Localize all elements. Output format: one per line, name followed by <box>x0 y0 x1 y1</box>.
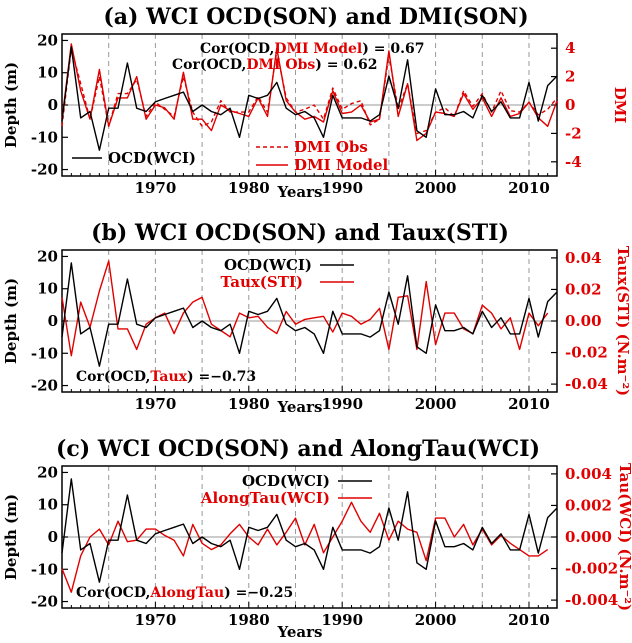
left-tick-label: -10 <box>31 560 58 578</box>
panel-c: (c) WCI OCD(SON) and AlongTau(WCI) -20 -1… <box>2 436 632 641</box>
right-tick-label: -0.04 <box>565 375 608 393</box>
panel-a-left-ticks: -20 -10 0 10 20 <box>31 31 68 179</box>
panel-a-ylabel-right: DMI <box>611 87 629 124</box>
left-tick-label: -10 <box>31 128 58 146</box>
right-tick-label: 0.000 <box>565 528 612 546</box>
left-tick-label: 10 <box>37 64 58 82</box>
panel-a: (a) WCI OCD(SON) and DMI(SON) -20-100102… <box>2 4 629 201</box>
panel-b-x-ticks: 1970 1980 1990 2000 2010 <box>61 386 558 413</box>
right-tick-label: 0.00 <box>565 312 602 330</box>
left-tick-label: 0 <box>48 528 58 546</box>
panel-b-title: (b) WCI OCD(SON) and Taux(STI) <box>91 220 509 246</box>
series-ocd-wci- <box>61 478 558 583</box>
x-tick-label: 1990 <box>321 395 363 413</box>
panel-a-series <box>61 43 558 151</box>
x-tick-label: 2010 <box>508 395 550 413</box>
panel-a-xlabel: Years <box>276 183 322 201</box>
panel-b-xlabel: Years <box>276 398 322 416</box>
left-tick-label: 20 <box>37 247 58 265</box>
panel-c-cor: Cor(OCD,AlongTau) =−0.25 <box>76 585 293 601</box>
panel-a-ylabel-left: Depth (m) <box>2 62 20 148</box>
x-tick-label: 2000 <box>415 179 457 197</box>
panel-c-series <box>61 478 558 593</box>
panel-b-ylabel-left: Depth (m) <box>2 278 20 364</box>
x-tick-label: 1980 <box>228 611 270 629</box>
right-tick-label: 4 <box>565 39 575 57</box>
panel-b-left-ticks: -20 -10 0 10 20 <box>31 247 68 395</box>
left-tick-label: -20 <box>31 161 58 179</box>
x-tick-label: 1970 <box>135 395 177 413</box>
right-tick-label: 0.04 <box>565 249 602 267</box>
x-tick-label: 2010 <box>508 179 550 197</box>
x-tick-label: 2000 <box>415 611 457 629</box>
left-tick-label: 0 <box>48 312 58 330</box>
panel-a-legend-obs: DMI Obs <box>294 138 368 156</box>
right-tick-label: 0.02 <box>565 280 602 298</box>
panel-b-series <box>61 260 558 367</box>
series-taux-sti- <box>61 260 549 357</box>
panel-a-cor-model: Cor(OCD,DMI Model) = 0.67 <box>200 41 424 57</box>
series-ocd-wci- <box>61 262 558 367</box>
panel-a-title: (a) WCI OCD(SON) and DMI(SON) <box>103 4 528 30</box>
left-tick-label: 0 <box>48 96 58 114</box>
x-tick-label: 2010 <box>508 611 550 629</box>
panel-c-x-ticks: 1970 1980 1990 2000 2010 <box>61 602 558 629</box>
right-tick-label: 0 <box>565 96 575 114</box>
x-tick-label: 1990 <box>321 179 363 197</box>
panel-c-ylabel-right: Tau(WCI) (N.m⁻²) <box>616 463 632 611</box>
series-dmi-model <box>61 43 558 142</box>
panel-a-legend-ocd: OCD(WCI) <box>108 149 196 167</box>
panel-b-ylabel-right: Taux(STI) (N.m⁻²) <box>614 246 632 396</box>
panel-c-ylabel-left: Depth (m) <box>2 494 20 580</box>
right-tick-label: -4 <box>565 153 582 171</box>
left-tick-label: 10 <box>37 280 58 298</box>
series-ocd-wci- <box>61 46 558 151</box>
x-tick-label: 1980 <box>228 179 270 197</box>
right-tick-label: -0.004 <box>565 591 618 609</box>
panel-b-cor: Cor(OCD,Taux) =−0.73 <box>76 369 256 385</box>
panel-c-legend-ocd: OCD(WCI) <box>242 472 330 490</box>
panel-b-right-ticks: -0.04 -0.02 0.00 0.02 0.04 <box>551 249 608 393</box>
left-tick-label: 20 <box>37 463 58 481</box>
panel-c-left-ticks: -20 -10 0 10 20 <box>31 463 68 611</box>
panel-c-grid <box>62 466 557 608</box>
panel-b: (b) WCI OCD(SON) and Taux(STI) -20 -10 0 10… <box>2 220 632 416</box>
x-tick-label: 1980 <box>228 395 270 413</box>
panel-c-right-ticks: -0.004 -0.002 0.000 0.002 0.004 <box>551 465 618 609</box>
panel-a-right-ticks: -4 -2 0 2 4 <box>551 39 582 171</box>
left-tick-label: -20 <box>31 377 58 395</box>
x-tick-label: 2000 <box>415 395 457 413</box>
x-tick-label: 1990 <box>321 611 363 629</box>
left-tick-label: 20 <box>37 31 58 49</box>
panel-b-legend-taux: Taux(STI) <box>221 273 304 291</box>
left-tick-label: -10 <box>31 344 58 362</box>
panel-a-legend-model: DMI Model <box>294 156 388 174</box>
panel-a-x-ticks: 1970 1980 1990 2000 2010 <box>61 170 558 197</box>
right-tick-label: -0.02 <box>565 344 608 362</box>
right-tick-label: -0.002 <box>565 560 618 578</box>
series-alongtau-wci- <box>61 501 549 593</box>
x-tick-label: 1970 <box>135 179 177 197</box>
right-tick-label: 0.002 <box>565 496 612 514</box>
right-tick-label: 2 <box>565 68 575 86</box>
right-tick-label: 0.004 <box>565 465 612 483</box>
left-tick-label: -20 <box>31 593 58 611</box>
right-tick-label: -2 <box>565 124 582 142</box>
x-tick-label: 1970 <box>135 611 177 629</box>
panel-a-cor-obs: Cor(OCD,DMI Obs) = 0.62 <box>172 57 377 73</box>
panel-b-legend-ocd: OCD(WCI) <box>224 256 312 274</box>
left-tick-label: 10 <box>37 496 58 514</box>
panel-c-xlabel: Years <box>276 623 322 641</box>
panel-b-grid <box>62 250 557 392</box>
panel-c-title: (c) WCI OCD(SON) and AlongTau(WCI) <box>56 436 540 462</box>
panel-c-legend-along: AlongTau(WCI) <box>200 489 330 507</box>
